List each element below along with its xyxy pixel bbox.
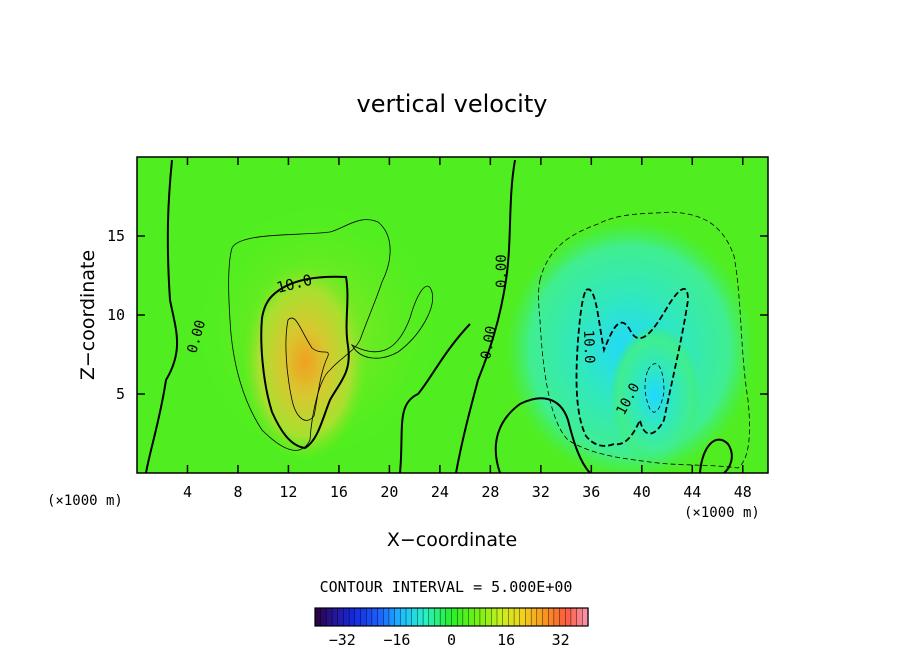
x-tick-label: 32 [532, 483, 550, 501]
x-tick-label: 4 [183, 483, 192, 501]
colorbar [314, 607, 589, 627]
colorbar-tick-label: 32 [552, 631, 570, 649]
colorbar-cell [525, 607, 532, 627]
colorbar-cell [383, 607, 390, 627]
colorbar-cell [348, 607, 356, 627]
x-tick-label: 48 [734, 483, 752, 501]
contour-plus5-left [228, 219, 391, 451]
colorbar-tick-label: 16 [497, 631, 515, 649]
colorbar-cell [394, 607, 401, 627]
contour-lines [145, 159, 750, 473]
colorbar-cell [536, 607, 544, 627]
x-tick-label: 20 [380, 483, 398, 501]
colorbar-cell [547, 607, 555, 627]
colorbar-cell [417, 607, 424, 627]
colorbar-cell [513, 607, 521, 627]
colorbar-cell [576, 607, 583, 627]
contour-zero-right [494, 397, 591, 473]
x-tick-label: 16 [330, 483, 348, 501]
colorbar-cell [320, 607, 327, 627]
colorbar-cell [331, 607, 339, 627]
colorbar-cell [411, 607, 418, 627]
x-unit-left: (×1000 m) [47, 493, 123, 509]
contour-zero-bump [399, 323, 471, 473]
colorbar-cell [360, 607, 367, 627]
y-axis-label: Z−coordinate [77, 250, 99, 380]
colorbar-cell [502, 607, 509, 627]
colorbar-cell [508, 607, 515, 627]
colorbar-cell [326, 607, 333, 627]
colorbar-cell [479, 607, 487, 627]
contour-minus15 [644, 363, 665, 413]
colorbar-cell [445, 607, 453, 627]
x-tick-label: 8 [233, 483, 242, 501]
y-tick-label: 5 [116, 385, 125, 403]
contour-plus10 [260, 275, 350, 450]
colorbar-cell [371, 607, 379, 627]
colorbar-cell [496, 607, 504, 627]
x-axis-ticks: 4 8 12 16 20 24 28 32 36 40 44 48 [183, 157, 752, 501]
colorbar-cell [343, 607, 350, 627]
colorbar-cell [542, 607, 549, 627]
x-tick-label: 36 [582, 483, 600, 501]
colorbar-cell [434, 607, 441, 627]
contour-interval-text: CONTOUR INTERVAL = 5.000E+00 [320, 578, 573, 596]
x-axis-label: X−coordinate [387, 529, 517, 551]
colorbar-cell [456, 607, 464, 627]
contour-zero-middle [455, 159, 516, 473]
colorbar-cell [530, 607, 538, 627]
contour-label: 0.00 [478, 325, 500, 361]
colorbar-cell [491, 607, 498, 627]
x-tick-label: 28 [481, 483, 499, 501]
x-tick-label: 40 [633, 483, 651, 501]
contour-plus15 [285, 317, 329, 421]
contour-label: 10.0 [580, 330, 597, 364]
colorbar-cell [565, 607, 572, 627]
y-tick-label: 10 [107, 306, 125, 324]
colorbar-cell [462, 607, 470, 627]
colorbar-cell [354, 607, 362, 627]
contour-plus5-mid [351, 285, 434, 359]
x-tick-label: 12 [279, 483, 297, 501]
y-axis-ticks: 5 10 15 [107, 227, 768, 403]
colorbar-cell [422, 607, 430, 627]
colorbar-cell [451, 607, 458, 627]
colorbar-tick-label: 0 [447, 631, 456, 649]
colorbar-ticks: −32 −16 0 16 32 [329, 631, 570, 649]
colorbar-cell [400, 607, 407, 627]
colorbar-cell [485, 607, 492, 627]
x-unit-right: (×1000 m) [684, 505, 760, 521]
colorbar-tick-label: −32 [329, 631, 356, 649]
colorbar-cell [405, 607, 413, 627]
heatmap-field [137, 157, 768, 473]
colorbar-cell [519, 607, 527, 627]
colorbar-cell [365, 607, 373, 627]
colorbar-frame [314, 607, 589, 627]
colorbar-cell [428, 607, 436, 627]
contour-zero-left [145, 159, 178, 473]
chart-title: vertical velocity [357, 90, 548, 118]
x-tick-label: 24 [431, 483, 449, 501]
colorbar-cell [337, 607, 345, 627]
colorbar-cell [570, 607, 578, 627]
colorbar-cell [439, 607, 447, 627]
colorbar-cell [474, 607, 481, 627]
colorbar-cell [553, 607, 561, 627]
x-tick-label: 44 [683, 483, 701, 501]
colorbar-tick-label: −16 [383, 631, 410, 649]
contour-minus5 [538, 211, 750, 469]
colorbar-cell [314, 607, 322, 627]
colorbar-cell [388, 607, 396, 627]
colorbar-cell [468, 607, 475, 627]
colorbar-cell [559, 607, 566, 627]
y-tick-label: 15 [107, 227, 125, 245]
contour-label: 0.00 [494, 254, 510, 288]
contour-minus10 [575, 287, 689, 447]
colorbar-cell [377, 607, 384, 627]
